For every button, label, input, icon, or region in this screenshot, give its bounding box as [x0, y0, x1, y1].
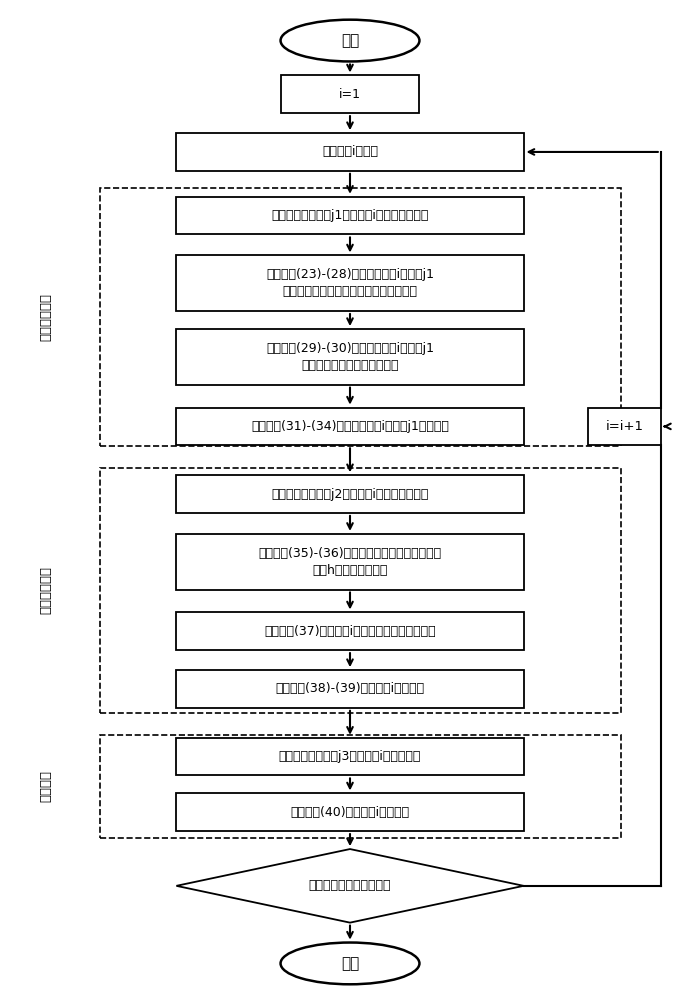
Text: i=1: i=1 [339, 88, 361, 101]
FancyBboxPatch shape [176, 475, 524, 513]
Bar [100, 735, 621, 838]
Text: 所有粒子是否更新完毕？: 所有粒子是否更新完毕？ [309, 879, 391, 892]
FancyBboxPatch shape [176, 793, 524, 831]
FancyBboxPatch shape [176, 612, 524, 650]
FancyBboxPatch shape [176, 534, 524, 589]
Text: 寄生机制: 寄生机制 [39, 770, 52, 802]
FancyBboxPatch shape [176, 329, 524, 385]
Ellipse shape [281, 20, 419, 61]
Text: 开始: 开始 [341, 33, 359, 48]
Ellipse shape [281, 943, 419, 984]
FancyBboxPatch shape [176, 197, 524, 234]
FancyBboxPatch shape [176, 255, 524, 311]
Text: 根据公式(37)更新粒子i所对应中间变量的比特位: 根据公式(37)更新粒子i所对应中间变量的比特位 [264, 625, 436, 638]
Text: 根据公式(35)-(36)更新粒子所对应中间变量的旋
转角h和可控负荷比例: 根据公式(35)-(36)更新粒子所对应中间变量的旋 转角h和可控负荷比例 [258, 547, 442, 577]
Polygon shape [176, 849, 524, 923]
Bar [100, 468, 621, 713]
Text: 根据公式(40)更新粒子i的位置值: 根据公式(40)更新粒子i的位置值 [290, 806, 410, 819]
Text: 结束: 结束 [341, 956, 359, 971]
Text: 偏利共生机制: 偏利共生机制 [39, 566, 52, 614]
Text: 随机选择一个粒子j3作为粒子i的寄生粒子: 随机选择一个粒子j3作为粒子i的寄生粒子 [279, 750, 421, 763]
Text: 根据公式(31)-(34)分别更新粒子i和粒子j1的位置值: 根据公式(31)-(34)分别更新粒子i和粒子j1的位置值 [251, 420, 449, 433]
Text: 根据公式(23)-(28)分别更新粒子i和粒子j1
所对应中间变量的旋转角和可控负荷比例: 根据公式(23)-(28)分别更新粒子i和粒子j1 所对应中间变量的旋转角和可控… [266, 268, 434, 298]
Text: 互利共生机制: 互利共生机制 [39, 293, 52, 341]
Bar [100, 188, 621, 446]
FancyBboxPatch shape [176, 670, 524, 708]
FancyBboxPatch shape [588, 408, 661, 445]
Text: 根据公式(29)-(30)分别更新粒子i和粒子j1
所对应中间变量的量子比特位: 根据公式(29)-(30)分别更新粒子i和粒子j1 所对应中间变量的量子比特位 [266, 342, 434, 372]
Text: 随机选择一个粒子j2作为粒子i的偏利共生粒子: 随机选择一个粒子j2作为粒子i的偏利共生粒子 [272, 488, 428, 501]
Text: 随机选择一个粒子j1作为粒子i的互利共生粒子: 随机选择一个粒子j1作为粒子i的互利共生粒子 [272, 209, 428, 222]
Text: 输入粒子i的参数: 输入粒子i的参数 [322, 145, 378, 158]
FancyBboxPatch shape [176, 408, 524, 445]
Text: 根据公式(38)-(39)更新粒子i的位置值: 根据公式(38)-(39)更新粒子i的位置值 [275, 682, 425, 695]
FancyBboxPatch shape [281, 75, 419, 113]
Text: i=i+1: i=i+1 [606, 420, 643, 433]
FancyBboxPatch shape [176, 133, 524, 171]
FancyBboxPatch shape [176, 738, 524, 775]
